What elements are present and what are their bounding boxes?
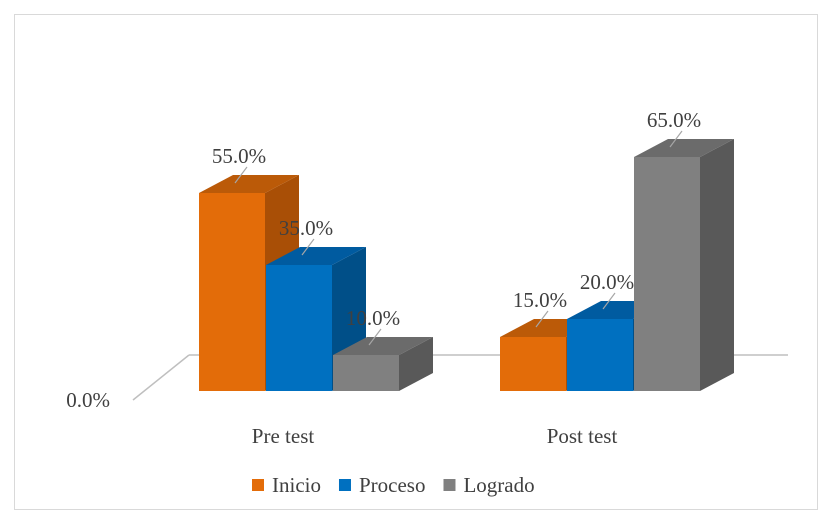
data-label: 35.0% [279, 216, 333, 240]
legend-label-inicio: Inicio [272, 473, 321, 497]
legend-swatch-proceso [338, 479, 351, 491]
data-label: 10.0% [346, 306, 400, 330]
bar-top-logrado [333, 337, 433, 355]
gridline-diag [132, 354, 190, 401]
data-label: 65.0% [647, 108, 701, 132]
legend-label-proceso: Proceso [359, 473, 426, 497]
bar-logrado [333, 355, 399, 391]
data-label: 15.0% [513, 288, 567, 312]
legend-swatch-inicio [252, 479, 264, 491]
legend-swatch-logrado [443, 479, 456, 491]
bar-inicio [199, 193, 265, 391]
leader-line [301, 238, 315, 256]
bar-side-logrado [700, 139, 734, 391]
x-category-label: Pre test [252, 424, 315, 448]
leader-line [368, 328, 382, 346]
leader-line [234, 166, 248, 184]
bar-proceso [567, 319, 633, 391]
leader-line [535, 310, 549, 328]
bar-top-proceso [266, 247, 366, 265]
bar-top-logrado [634, 139, 734, 157]
bar-proceso [266, 265, 332, 391]
bar-top-inicio [199, 175, 299, 193]
leader-line [669, 130, 683, 148]
bar-inicio [500, 337, 566, 391]
legend-label-logrado: Logrado [463, 473, 534, 497]
bar-logrado [634, 157, 700, 391]
x-category-label: Post test [547, 424, 618, 448]
data-label: 55.0% [212, 144, 266, 168]
y-tick-label: 0.0% [66, 388, 110, 412]
leader-line [602, 292, 616, 310]
data-label: 20.0% [580, 270, 634, 294]
